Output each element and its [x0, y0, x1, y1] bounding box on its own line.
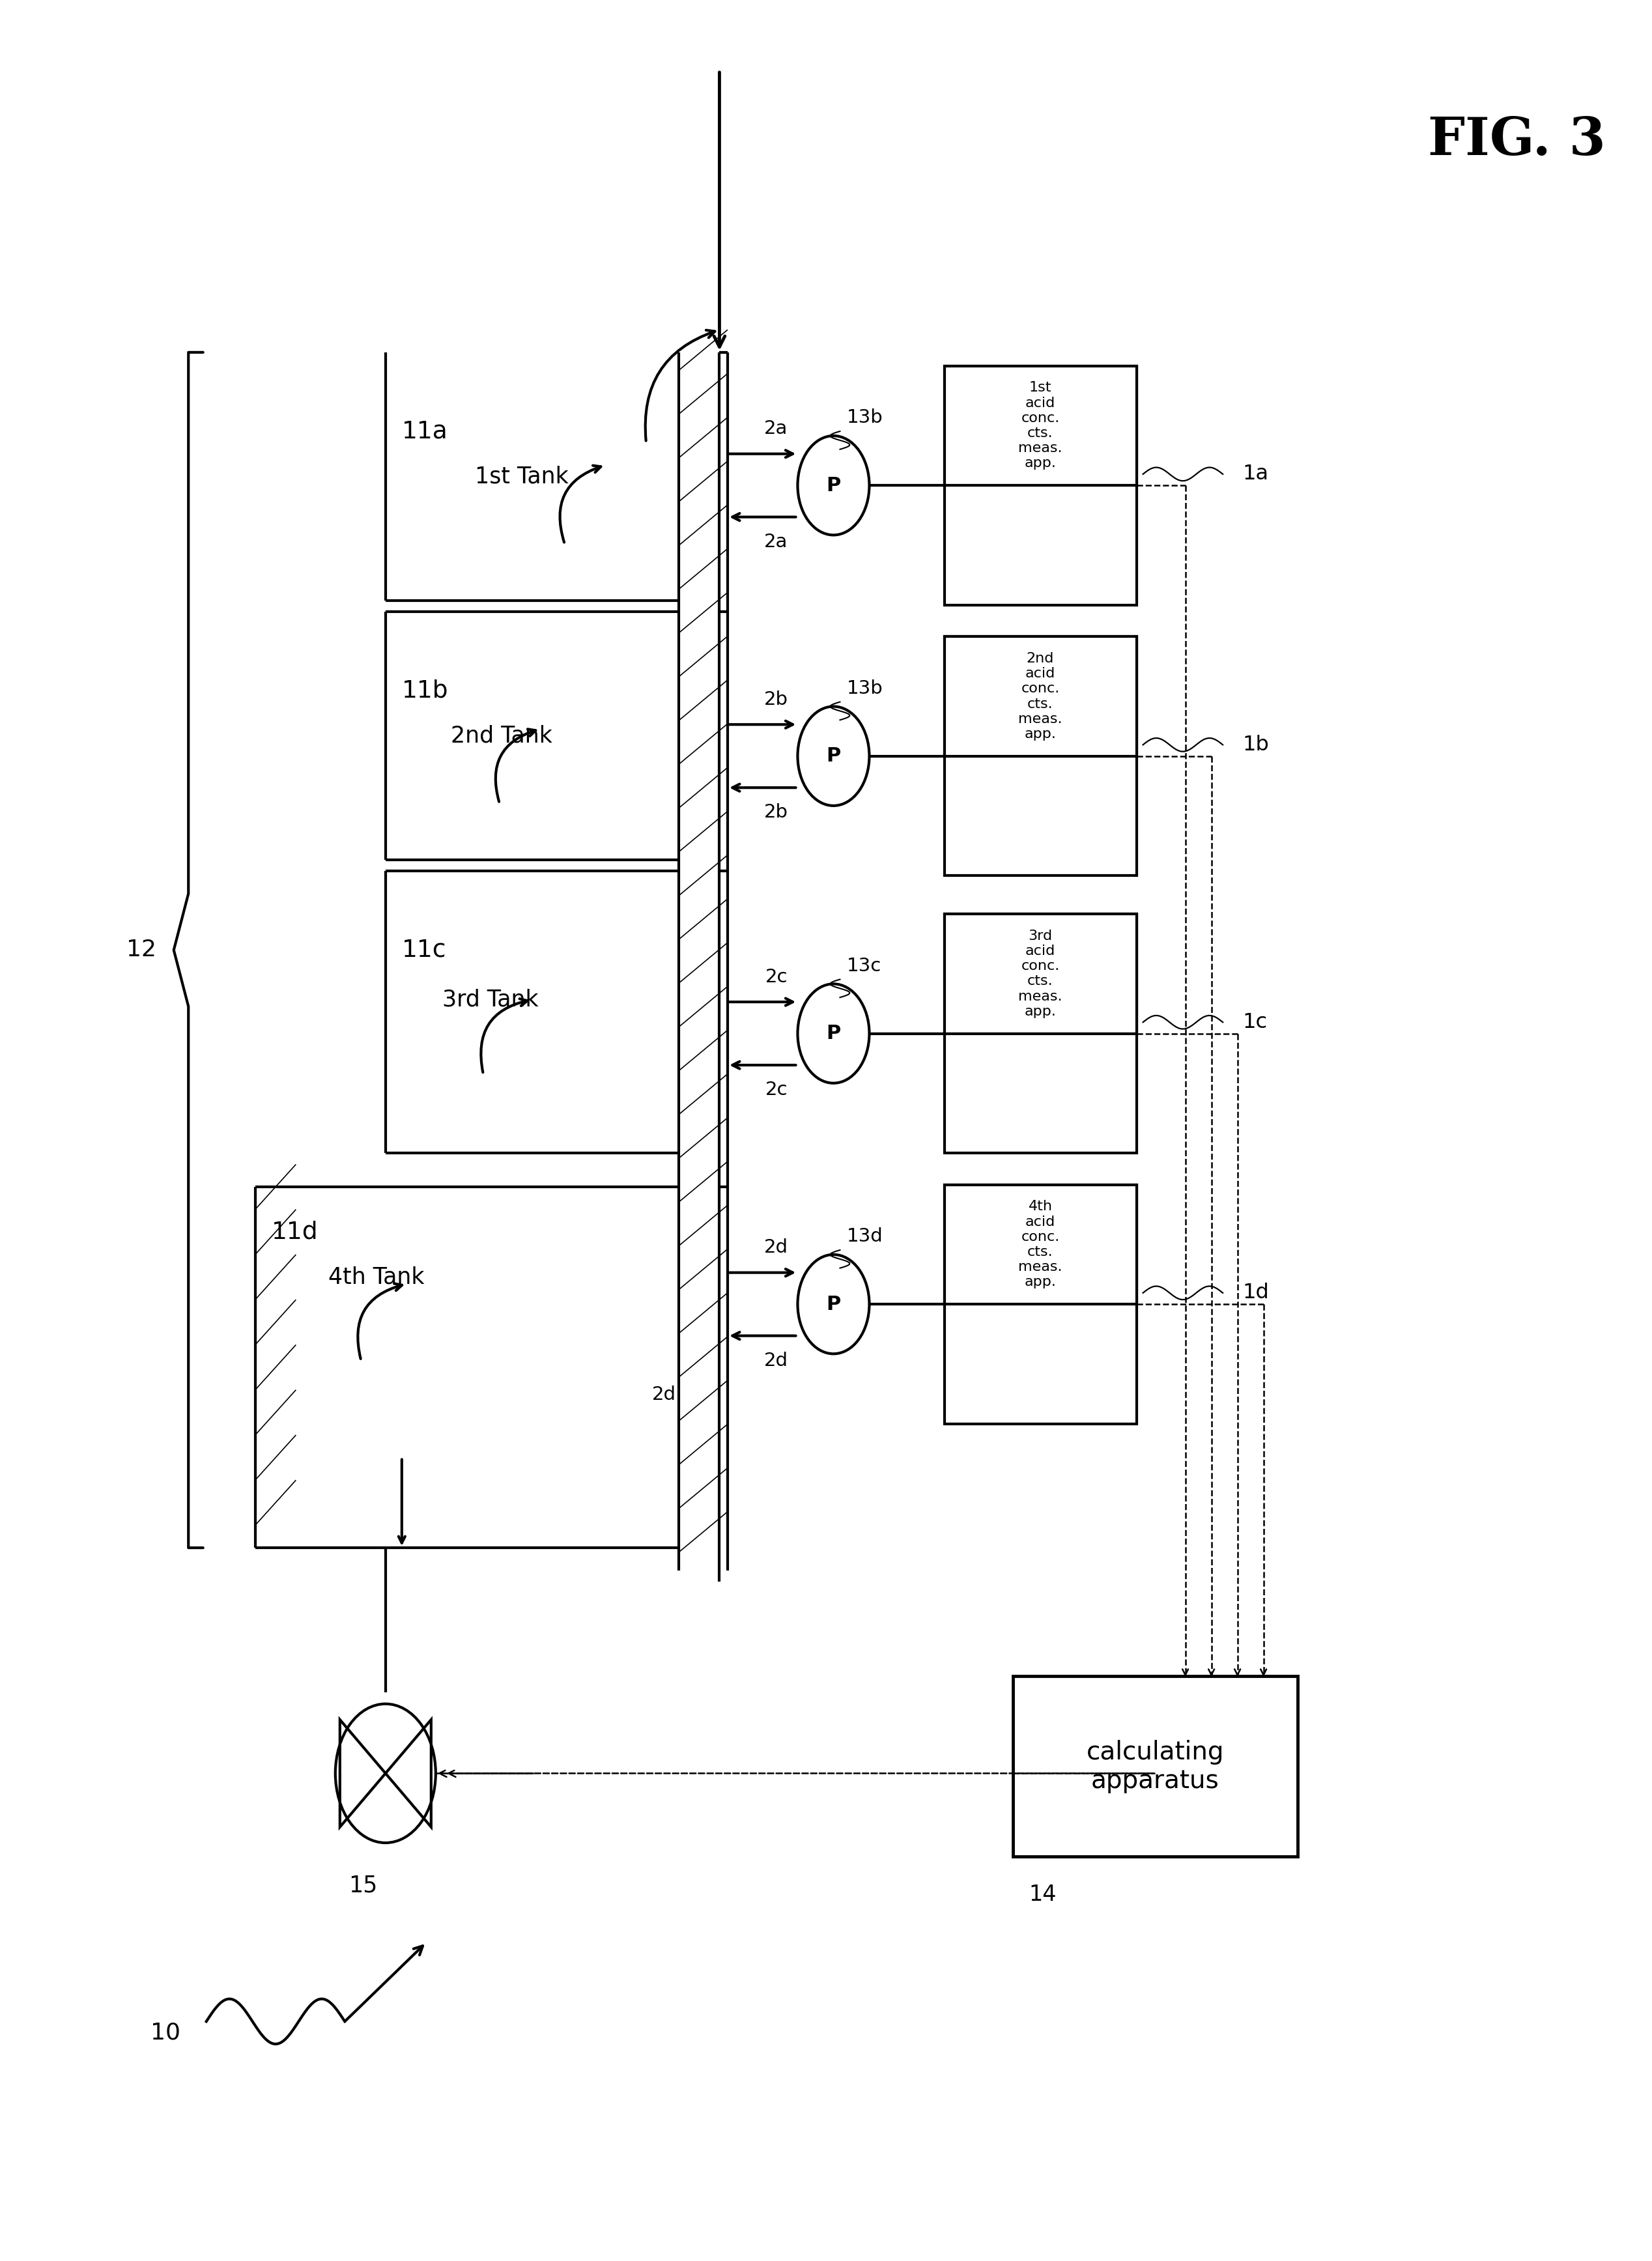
Text: 1d: 1d — [1242, 1282, 1269, 1302]
Text: P: P — [826, 1024, 841, 1042]
Text: 2d: 2d — [763, 1239, 788, 1257]
Text: P: P — [826, 477, 841, 495]
Text: 14: 14 — [1029, 1883, 1057, 1906]
Bar — [945, 1185, 1137, 1424]
Text: 10: 10 — [150, 2021, 180, 2044]
Text: 15: 15 — [349, 1874, 377, 1897]
Text: 2d: 2d — [653, 1386, 676, 1404]
Text: 1a: 1a — [1242, 464, 1269, 484]
Circle shape — [798, 705, 869, 805]
Text: 1st Tank: 1st Tank — [476, 466, 568, 488]
Text: 11b: 11b — [401, 678, 448, 703]
Bar — [945, 638, 1137, 875]
Bar — [945, 366, 1137, 486]
Text: P: P — [826, 1296, 841, 1314]
Text: 13c: 13c — [846, 956, 881, 974]
Bar — [1013, 1675, 1298, 1856]
Bar — [945, 638, 1137, 755]
Circle shape — [798, 984, 869, 1083]
Text: 2b: 2b — [763, 803, 788, 821]
Bar — [945, 1185, 1137, 1305]
Text: calculating
apparatus: calculating apparatus — [1087, 1741, 1224, 1793]
Text: 2a: 2a — [765, 421, 788, 439]
Text: 4th
acid
conc.
cts.
meas.
app.: 4th acid conc. cts. meas. app. — [1018, 1201, 1062, 1289]
Text: 1b: 1b — [1242, 735, 1269, 755]
Bar — [945, 366, 1137, 606]
Text: 3rd
acid
conc.
cts.
meas.
app.: 3rd acid conc. cts. meas. app. — [1018, 929, 1062, 1017]
Text: 11c: 11c — [401, 938, 446, 961]
Text: 2b: 2b — [763, 690, 788, 708]
Text: 13b: 13b — [846, 409, 882, 427]
Text: 4th Tank: 4th Tank — [329, 1266, 425, 1289]
Text: 12: 12 — [126, 938, 157, 961]
Bar — [945, 913, 1137, 1033]
Text: 2c: 2c — [765, 968, 788, 986]
Text: 2a: 2a — [765, 534, 788, 552]
Text: 13b: 13b — [846, 678, 882, 696]
Text: 11a: 11a — [401, 421, 448, 443]
Text: 2d: 2d — [763, 1352, 788, 1370]
Text: P: P — [826, 746, 841, 766]
Text: 13d: 13d — [846, 1228, 882, 1246]
Circle shape — [798, 1255, 869, 1354]
Text: 1st
acid
conc.
cts.
meas.
app.: 1st acid conc. cts. meas. app. — [1018, 382, 1062, 470]
Circle shape — [798, 436, 869, 536]
Text: 1c: 1c — [1242, 1013, 1267, 1033]
Text: 2nd Tank: 2nd Tank — [451, 726, 552, 746]
Text: 2c: 2c — [765, 1081, 788, 1099]
Text: FIG. 3: FIG. 3 — [1427, 115, 1606, 167]
Text: 3rd Tank: 3rd Tank — [443, 988, 539, 1011]
Text: 2nd
acid
conc.
cts.
meas.
app.: 2nd acid conc. cts. meas. app. — [1018, 651, 1062, 742]
Text: 11d: 11d — [271, 1221, 319, 1244]
Bar — [945, 913, 1137, 1153]
